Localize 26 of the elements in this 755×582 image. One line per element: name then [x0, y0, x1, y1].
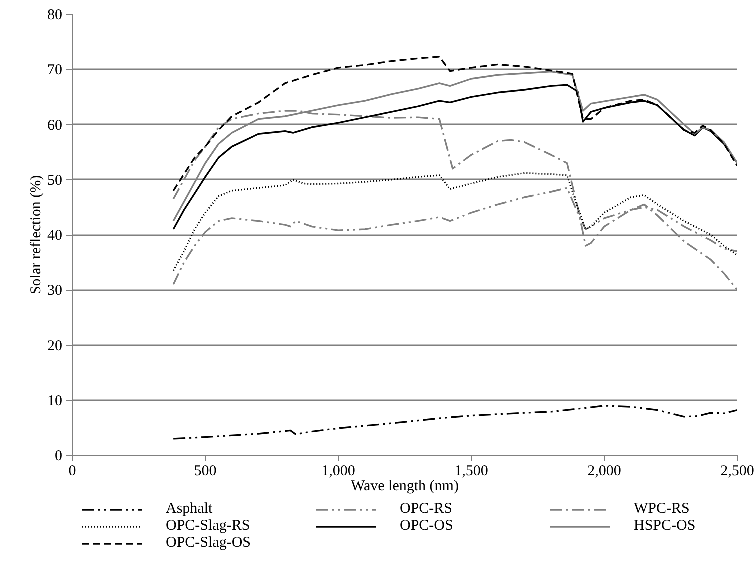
- y-tick-label: 60: [48, 118, 62, 134]
- y-tick-label: 70: [48, 62, 62, 79]
- y-axis-title: Solar reflection (%): [28, 175, 44, 295]
- x-tick-label: 500: [194, 464, 217, 480]
- legend-label: Asphalt: [166, 501, 214, 518]
- legend-label: HSPC-OS: [634, 518, 697, 535]
- line-series: [172, 172, 738, 272]
- x-axis-title: Wave length (nm): [351, 478, 459, 494]
- x-tick-label: 2,500: [720, 464, 754, 480]
- legend-label: OPC-Slag-OS: [166, 535, 252, 552]
- legend-label: OPC-OS: [400, 518, 454, 535]
- y-tick-label: 50: [48, 172, 62, 189]
- legend-label: OPC-RS: [400, 501, 454, 518]
- x-tick-label: 1,500: [454, 464, 488, 480]
- x-tick-label: 1,000: [322, 464, 356, 480]
- y-tick-label: 80: [48, 8, 62, 24]
- legend-label: WPC-RS: [634, 501, 691, 518]
- x-tick-label: 0: [68, 464, 76, 480]
- x-tick-label: 2,000: [588, 464, 622, 480]
- y-tick-label: 0: [55, 448, 62, 464]
- legend-label: OPC-Slag-RS: [166, 518, 252, 535]
- line-series: [172, 405, 738, 440]
- y-tick-label: 30: [48, 283, 62, 300]
- y-tick-label: 10: [48, 393, 62, 410]
- y-tick-label: 20: [48, 338, 62, 354]
- y-tick-label: 40: [48, 228, 62, 244]
